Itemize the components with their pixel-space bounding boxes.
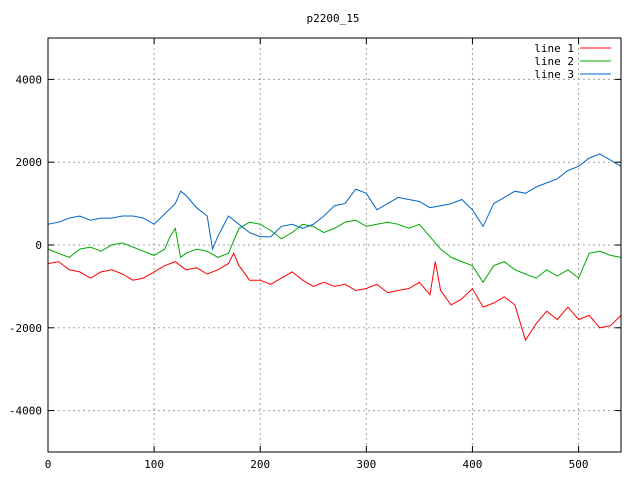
y-tick-label: -2000	[9, 322, 42, 335]
x-tick-label: 500	[569, 458, 589, 471]
series-line-3	[47, 153, 622, 251]
series-layer	[47, 153, 622, 342]
legend-label: line 3	[534, 68, 574, 81]
y-tick-label: 4000	[16, 73, 43, 86]
x-tick-label: 200	[250, 458, 270, 471]
y-tick-label: 0	[35, 239, 42, 252]
legend-label: line 2	[534, 55, 574, 68]
legend-label: line 1	[534, 42, 574, 55]
x-tick-label: 0	[45, 458, 52, 471]
series-line-2	[47, 219, 622, 284]
x-tick-label: 400	[463, 458, 483, 471]
y-axis: -4000 -2000 0 2000 4000	[9, 73, 621, 418]
x-tick-label: 100	[144, 458, 164, 471]
y-tick-label: -4000	[9, 405, 42, 418]
series-line-1	[47, 252, 622, 342]
chart-title: p2200_15	[307, 12, 360, 25]
x-axis: 0 100 200 300 400 500	[45, 38, 589, 471]
y-tick-label: 2000	[16, 156, 43, 169]
grid-lines	[48, 38, 621, 452]
x-tick-label: 300	[356, 458, 376, 471]
